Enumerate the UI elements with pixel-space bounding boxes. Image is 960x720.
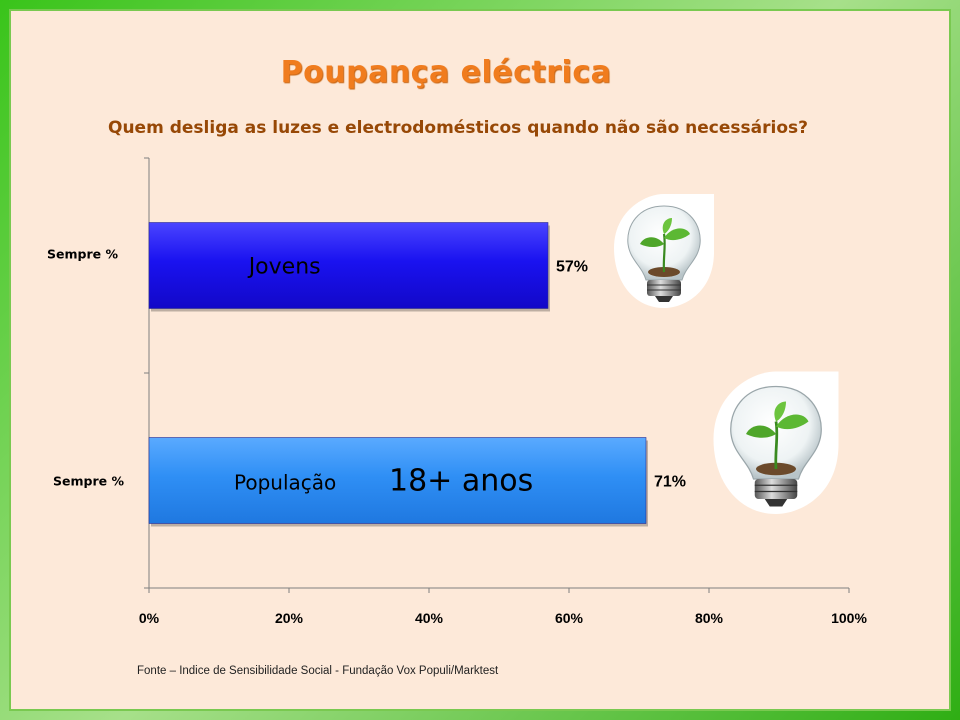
bar-inner-label: 18+ anos [389,464,533,499]
lightbulb-plant-icon [614,194,714,308]
slide-background [9,9,951,711]
bar [148,222,549,309]
x-tick-label: 0% [139,610,160,626]
category-label: Sempre % [53,474,124,489]
x-tick-label: 100% [831,610,867,626]
source-note: Fonte – Indice de Sensibilidade Social -… [137,665,499,677]
bar [148,437,647,524]
x-tick-label: 40% [415,610,444,626]
category-label: Sempre % [47,247,118,262]
value-label: 57% [556,259,588,276]
x-tick-label: 20% [275,610,304,626]
chart-subtitle: Quem desliga as luzes e electrodoméstico… [108,118,808,138]
bar-inner-label: População [234,471,336,495]
value-label: 71% [654,474,686,491]
lightbulb-plant-icon [713,371,839,514]
x-tick-label: 60% [555,610,584,626]
x-tick-label: 80% [695,610,724,626]
bar-inner-label: Jovens [247,255,321,280]
chart-title: Poupança eléctrica [280,55,612,90]
